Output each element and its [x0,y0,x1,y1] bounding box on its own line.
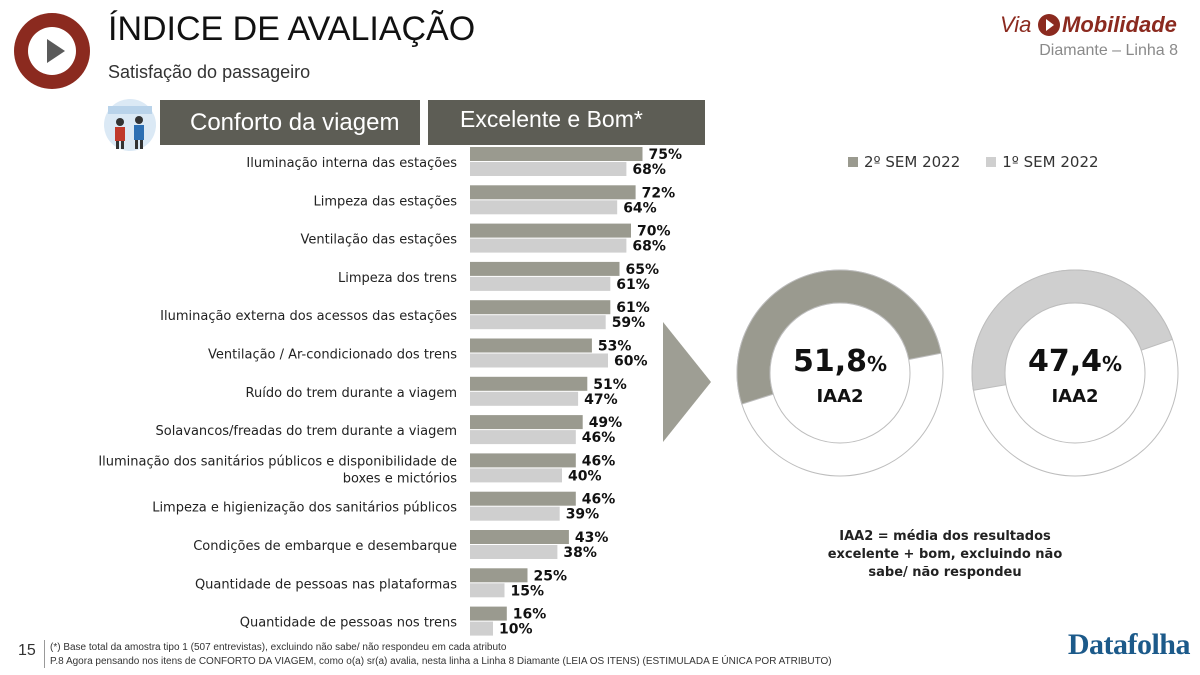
bar-previous [470,430,576,445]
page-title: ÍNDICE DE AVALIAÇÃO [108,10,476,48]
category-label: Limpeza das estações [313,194,457,209]
category-label: Quantidade de pessoas nos trens [240,616,457,631]
arrow-shape [663,322,711,442]
footer-divider [44,640,45,668]
footnote-question: P.8 Agora pensando nos itens de CONFORTO… [50,656,832,667]
data-label: 15% [511,583,545,599]
datafolha-logo: Datafolha [1067,628,1191,661]
data-label: 43% [575,530,609,546]
data-label: 10% [499,622,533,638]
data-label: 72% [642,185,676,201]
category-label: Limpeza e higienização dos sanitários pú… [152,501,457,516]
play-logo-icon [14,13,90,89]
bar-previous [470,468,562,483]
page-subtitle: Satisfação do passageiro [108,62,311,82]
data-label: 49% [589,415,623,431]
category-label: Ruído do trem durante a viagem [246,386,457,401]
data-label: 53% [598,339,632,355]
category-label: Limpeza dos trens [338,271,457,286]
donut-caption: IAA2 [816,386,863,407]
chart-legend: 2º SEM 2022 1º SEM 2022 [848,152,1099,171]
data-label: 16% [513,607,547,623]
data-label: 70% [637,224,671,240]
data-label: 68% [632,162,666,178]
brand-logo: Via Mobilidade [1000,8,1190,40]
data-label: 46% [582,492,616,508]
donut-hole [769,302,911,444]
data-label: 25% [534,568,568,584]
bar-current [470,491,576,506]
bar-current [470,530,569,544]
category-label: boxes e mictórios [343,471,458,486]
donut-value-label: 47,4% [1028,344,1122,379]
donut-hole [1004,302,1146,444]
legend-label-current: 2º SEM 2022 [864,152,961,171]
bar-previous [470,621,493,636]
data-label: 60% [614,354,648,370]
bar-current [470,261,620,276]
data-label: 61% [616,300,650,316]
category-band: Conforto da viagem [160,100,420,145]
data-label: 65% [626,262,660,278]
bar-previous [470,545,558,559]
data-label: 59% [612,315,646,331]
bar-current [470,568,528,583]
bar-current [470,300,611,315]
bar-current [470,338,592,353]
donut-caption: IAA2 [1051,386,1098,407]
category-label: Quantidade de pessoas nas plataformas [195,577,457,592]
bar-current [470,415,583,430]
line-label: Diamante – Linha 8 [1039,42,1178,59]
data-label: 68% [632,239,666,255]
data-label: 39% [566,507,600,523]
brand-play-icon [1038,14,1060,36]
data-label: 40% [568,468,602,484]
data-label: 64% [623,200,657,216]
category-label: Iluminação externa dos acessos das estaç… [160,309,457,324]
data-label: 75% [649,147,683,163]
category-label: Iluminação interna das estações [246,156,457,171]
legend-swatch-current [848,156,858,167]
data-label: 47% [584,392,618,408]
bar-previous [470,315,606,330]
footnote-base: (*) Base total da amostra tipo 1 (507 en… [50,642,507,653]
passengers-icon [104,99,156,151]
category-label: Solavancos/freadas do trem durante a via… [155,424,457,439]
bar-current [470,147,643,161]
bar-previous [470,238,627,253]
bar-previous [470,506,560,521]
legend-swatch-previous [986,156,997,167]
bar-current [470,606,507,621]
metric-band: Excelente e Bom* [428,100,705,145]
bar-previous [470,353,608,368]
bar-previous [470,276,611,291]
bar-previous [470,162,627,176]
bar-current [470,376,588,391]
brand-prefix: Via [1000,12,1032,37]
category-label: Iluminação dos sanitários públicos e dis… [98,454,457,469]
bar-current [470,453,576,468]
iaa-definition-note: IAA2 = média dos resultados excelente + … [827,529,1063,580]
data-label: 38% [563,545,597,561]
bar-current [470,185,636,200]
legend-label-previous: 1º SEM 2022 [1002,152,1099,171]
data-label: 61% [616,277,650,293]
data-label: 46% [582,453,616,469]
bar-previous [470,391,579,406]
data-label: 51% [593,377,627,393]
bar-current [470,223,631,238]
data-label: 46% [582,430,616,446]
brand-name: Mobilidade [1062,12,1177,37]
category-label: Ventilação das estações [301,233,458,248]
bar-previous [470,200,618,215]
bar-previous [470,583,505,598]
page-number: 15 [18,642,36,659]
donut-value-label: 51,8% [793,344,887,379]
category-label: Ventilação / Ar-condicionado dos trens [208,348,457,363]
category-label: Condições de embarque e desembarque [193,539,457,554]
